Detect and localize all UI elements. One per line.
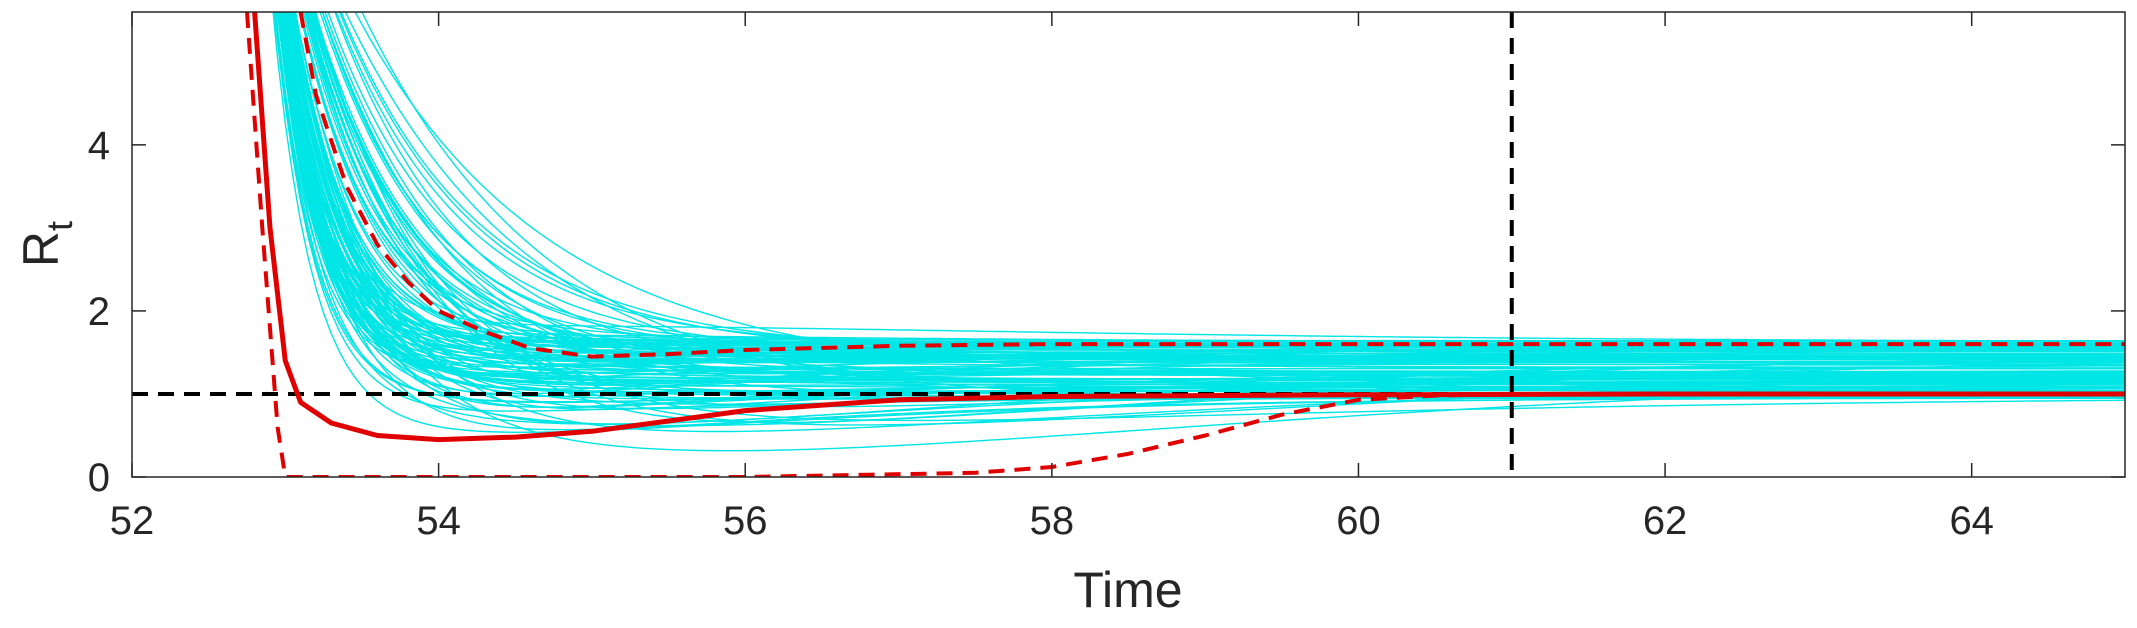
sample-trajectory (280, 12, 2125, 385)
median-line (252, 12, 2125, 443)
sample-trajectory (307, 12, 2125, 359)
sample-trajectory (278, 12, 2125, 395)
upper-bound-line (298, 12, 2125, 359)
sample-trajectory (304, 12, 2125, 395)
x-tick-label: 62 (1643, 499, 1688, 543)
sample-trajectory (299, 12, 2125, 377)
sample-trajectory (281, 12, 2125, 345)
x-axis-label: Time (1073, 562, 1182, 618)
sample-trajectory (289, 12, 2125, 376)
sample-trajectories (272, 12, 2125, 452)
sample-trajectory (279, 12, 2125, 365)
x-axis: 52 54 56 58 60 62 64 (110, 12, 1994, 543)
sample-trajectory (280, 12, 2125, 349)
sample-trajectory (307, 12, 2125, 355)
sample-trajectory (319, 12, 2125, 373)
sample-trajectory (281, 12, 2125, 360)
sample-trajectory (277, 12, 2125, 376)
x-tick-label: 58 (1030, 499, 1075, 543)
sample-trajectory (299, 12, 2125, 378)
sample-trajectory (327, 12, 2125, 362)
x-tick-label: 54 (416, 499, 461, 543)
sample-trajectory (291, 12, 2125, 346)
sample-trajectory (279, 12, 2125, 375)
sample-trajectory (354, 12, 2125, 392)
sample-trajectory (280, 12, 2125, 393)
x-tick-label: 64 (1949, 499, 1994, 543)
sample-trajectory (281, 12, 2125, 366)
sample-trajectory (283, 12, 2125, 375)
sample-trajectory (338, 12, 2125, 352)
sample-trajectory (286, 12, 2125, 359)
sample-trajectory (279, 12, 2125, 351)
y-axis-label: Rt (13, 221, 80, 267)
y-tick-label: 4 (88, 124, 110, 168)
sample-trajectory (282, 12, 2125, 363)
x-tick-label: 56 (723, 499, 768, 543)
sample-trajectory (335, 12, 2125, 347)
sample-trajectory (306, 12, 2125, 392)
sample-trajectory (283, 12, 2125, 343)
y-axis-label-main: R (13, 231, 69, 267)
sample-trajectory (278, 12, 2125, 427)
sample-trajectory (340, 12, 2125, 353)
sample-trajectory (287, 12, 2125, 361)
sample-trajectory (291, 12, 2125, 362)
sample-trajectory (281, 12, 2125, 366)
sample-trajectory (322, 12, 2125, 351)
y-axis-label-subscript: t (39, 221, 80, 231)
sample-trajectory (291, 12, 2125, 385)
sample-trajectory (287, 12, 2125, 349)
sample-trajectory (281, 12, 2125, 379)
sample-trajectory (294, 12, 2125, 363)
sample-trajectory (281, 12, 2125, 387)
sample-trajectory (284, 12, 2125, 385)
x-tick-label: 60 (1336, 499, 1381, 543)
sample-trajectory (286, 12, 2125, 360)
sample-trajectory (283, 12, 2125, 364)
sample-trajectory (312, 12, 2125, 359)
sample-trajectory (282, 12, 2125, 385)
plot-frame (131, 11, 2126, 478)
sample-trajectory (313, 12, 2125, 364)
sample-trajectory (300, 12, 2125, 342)
sample-trajectory (279, 12, 2125, 395)
sample-trajectory (287, 12, 2125, 377)
y-tick-label: 2 (88, 290, 110, 334)
sample-trajectory (292, 12, 2125, 343)
sample-trajectory (276, 12, 2125, 375)
sample-trajectory (278, 12, 2125, 375)
x-tick-label: 52 (110, 499, 155, 543)
sample-trajectory (321, 12, 2125, 346)
y-tick-label: 0 (88, 456, 110, 500)
sample-trajectory (276, 12, 2125, 385)
sample-trajectory (286, 12, 2125, 363)
sample-trajectory (286, 12, 2125, 342)
sample-trajectory (294, 12, 2125, 352)
sample-trajectory (286, 12, 2125, 366)
sample-trajectory (284, 12, 2125, 346)
sample-trajectory (278, 12, 2125, 373)
y-axis: 0 2 4 (88, 124, 2125, 500)
sample-trajectory (334, 12, 2125, 361)
sample-trajectory (281, 12, 2125, 346)
sample-trajectory (281, 12, 2125, 393)
sample-trajectory (284, 12, 2125, 381)
sample-trajectory (314, 12, 2125, 374)
sample-trajectory (289, 12, 2125, 354)
